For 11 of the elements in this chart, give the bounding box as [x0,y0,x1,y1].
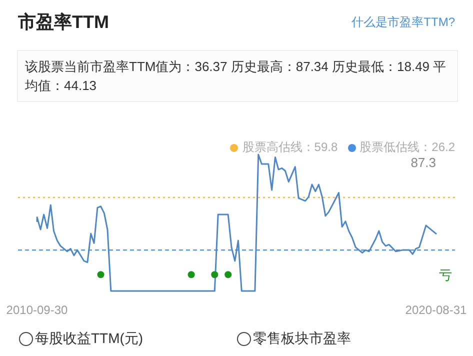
legend-label: 股票低估线：26.2 [358,139,455,156]
chart-subtitle: 该股票当前市盈率TTM值为：36.37 历史最高：87.34 历史最低：18.49 平均值：44.13 [17,50,458,102]
annotation: 87.3 [410,155,436,170]
text: 零售板块市盈率 [253,330,351,348]
chart-title: 市盈率TTM [18,11,109,34]
x-tick-label: 2020-08-31 [405,303,468,317]
text: 每股收益TTM(元) [35,330,144,348]
text: 什么是市盈率TTM? [352,14,455,31]
text: 亏 [439,268,452,283]
x-tick-label: 2010-09-30 [6,303,68,317]
legend-label: 股票高估线：59.8 [241,139,338,156]
